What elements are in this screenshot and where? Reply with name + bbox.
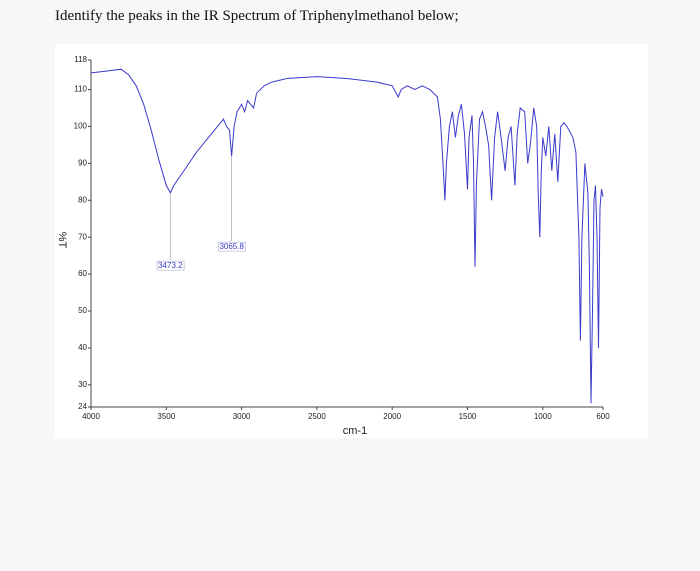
x-tick-label: 2500 bbox=[308, 412, 326, 421]
spectrum-line bbox=[90, 68, 604, 404]
peak-label: 3065.8 bbox=[219, 242, 244, 251]
y-tick-label: 80 bbox=[78, 195, 87, 204]
x-tick-label: 1000 bbox=[534, 412, 552, 421]
x-tick-label: 600 bbox=[596, 412, 610, 421]
x-tick-label: 3000 bbox=[233, 412, 251, 421]
y-tick-label: 90 bbox=[78, 158, 87, 167]
peak-label-box bbox=[218, 241, 246, 252]
x-axis-label: cm-1 bbox=[343, 425, 367, 437]
y-tick-label: 50 bbox=[78, 306, 87, 315]
y-axis-label: %T bbox=[56, 232, 68, 249]
x-tick-label: 1500 bbox=[459, 412, 477, 421]
y-tick-label: 118 bbox=[74, 55, 87, 64]
y-tick-label: 30 bbox=[78, 380, 87, 389]
y-tick-label: 110 bbox=[74, 85, 87, 94]
y-tick-label: 70 bbox=[78, 232, 87, 241]
y-tick-label: 24 bbox=[78, 402, 87, 411]
x-tick-label: 3500 bbox=[157, 412, 175, 421]
y-tick-label: 40 bbox=[78, 343, 87, 352]
peak-label-box bbox=[156, 260, 185, 271]
x-tick-label: 2000 bbox=[383, 412, 401, 421]
x-tick-label: 4000 bbox=[82, 412, 100, 421]
peak-label: 3473.2 bbox=[158, 261, 183, 270]
chart-background bbox=[55, 44, 648, 438]
y-tick-label: 100 bbox=[74, 122, 88, 131]
y-tick-label: 60 bbox=[78, 269, 87, 278]
question: Identify the peaks in the IR Spectrum of… bbox=[55, 8, 459, 24]
